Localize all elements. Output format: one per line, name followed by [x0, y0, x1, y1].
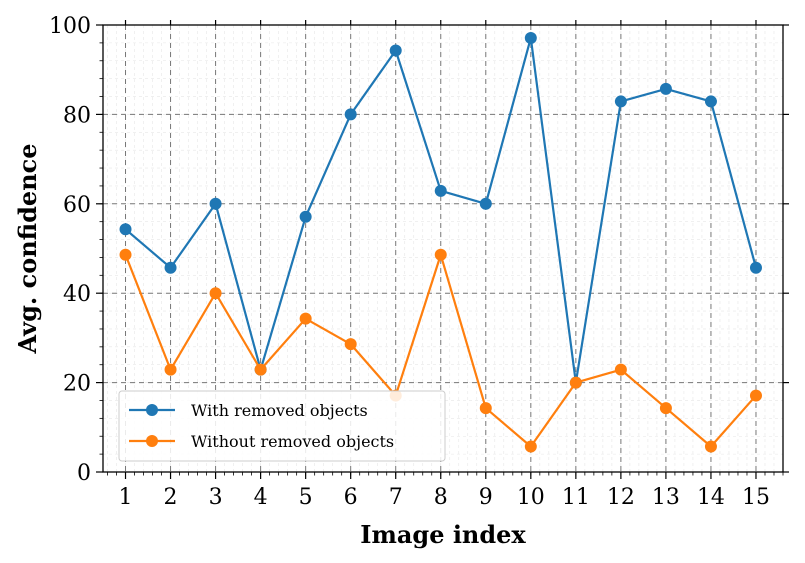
x-tick-label: 2 [164, 485, 178, 510]
data-point [479, 402, 492, 415]
data-point [659, 82, 672, 95]
data-point [209, 197, 222, 210]
legend-label: With removed objects [191, 401, 368, 420]
x-tick-label: 15 [742, 485, 770, 510]
data-point [164, 363, 177, 376]
x-axis-title: Image index [360, 520, 526, 549]
data-point [299, 312, 312, 325]
y-tick-label: 60 [63, 193, 91, 218]
y-tick-label: 40 [63, 282, 91, 307]
data-point [344, 108, 357, 121]
plot-frame [102, 24, 784, 473]
data-point [434, 248, 447, 261]
x-tick-label: 7 [389, 485, 403, 510]
data-point [389, 44, 402, 57]
y-axis-title: Avg. confidence [13, 144, 42, 355]
data-point [479, 197, 492, 210]
data-point [434, 184, 447, 197]
data-point [659, 402, 672, 415]
data-point [164, 261, 177, 274]
legend-entry: With removed objects [129, 401, 368, 420]
data-point [569, 376, 582, 389]
x-tick-label: 13 [652, 485, 680, 510]
legend-marker [146, 404, 158, 416]
data-point [614, 95, 627, 108]
x-tick-label: 5 [299, 485, 313, 510]
x-tick-label: 12 [607, 485, 635, 510]
data-point [749, 389, 762, 402]
y-tick-label: 0 [77, 461, 91, 486]
y-tick-label: 20 [63, 372, 91, 397]
legend-marker [146, 435, 158, 447]
data-point [524, 440, 537, 453]
legend-box [118, 390, 446, 462]
data-point [704, 95, 717, 108]
x-tick-label: 10 [517, 485, 545, 510]
series-1 [119, 31, 762, 389]
data-point [119, 223, 132, 236]
series-layer [119, 31, 762, 453]
legend-entry: Without removed objects [129, 432, 394, 451]
data-point [344, 338, 357, 351]
data-point [614, 363, 627, 376]
x-tick-label: 4 [254, 485, 268, 510]
data-point [749, 261, 762, 274]
data-point [119, 248, 132, 261]
x-tick-label: 6 [344, 485, 358, 510]
x-tick-label: 9 [479, 485, 493, 510]
y-tick-label: 100 [49, 14, 91, 39]
data-point [299, 210, 312, 223]
data-point [524, 31, 537, 44]
x-tick-label: 11 [562, 485, 590, 510]
legend: With removed objects Without removed obje… [118, 390, 446, 462]
data-point [704, 440, 717, 453]
x-tick-label: 1 [119, 485, 133, 510]
x-tick-label: 3 [209, 485, 223, 510]
legend-label: Without removed objects [191, 432, 394, 451]
data-point [209, 287, 222, 300]
x-tick-label: 8 [434, 485, 448, 510]
x-tick-label: 14 [697, 485, 725, 510]
y-tick-label: 80 [63, 103, 91, 128]
data-point [254, 363, 267, 376]
